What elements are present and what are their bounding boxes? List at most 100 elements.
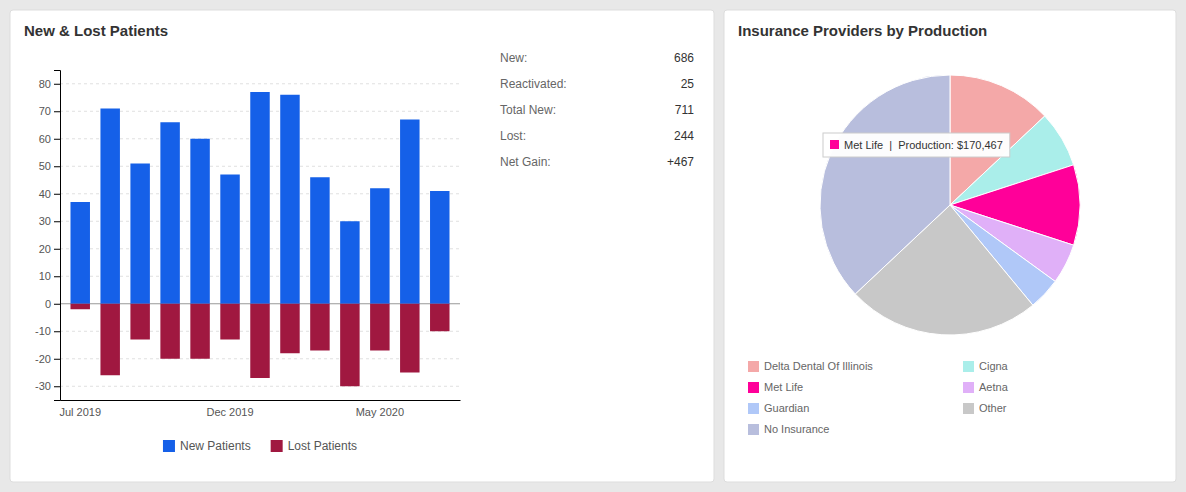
tick: 30: [39, 215, 60, 227]
legend-label: Cigna: [979, 360, 1009, 372]
y-axis: -30 -20 -10 0 10 20 30 40 50 60 70 80: [35, 71, 60, 401]
tick-label: 40: [39, 188, 51, 200]
tick-mark: [54, 166, 60, 167]
legend-swatch: [271, 440, 283, 452]
bar: [340, 304, 359, 387]
legend-swatch: [748, 424, 759, 435]
tick-mark: [54, 386, 60, 387]
tick: 60: [39, 133, 60, 145]
tick: 80: [39, 78, 60, 90]
axis-line: [61, 400, 461, 401]
stat-label: New:: [500, 51, 527, 65]
tick-mark: [54, 249, 60, 250]
tick: 20: [39, 243, 60, 255]
bar: [370, 304, 389, 351]
bar: [370, 188, 389, 304]
bar: [190, 139, 209, 304]
stats: New:686Reactivated:25Total New:711Lost:2…: [500, 51, 694, 169]
panel-background: [10, 10, 714, 482]
stat-value: 711: [675, 103, 694, 117]
tick: 70: [39, 105, 60, 117]
tick: 40: [39, 188, 60, 200]
legend-item: Guardian: [748, 402, 809, 414]
legend-item: Lost Patients: [271, 439, 357, 453]
stat-label: Total New:: [500, 103, 556, 117]
bar: [400, 120, 419, 304]
tick-mark: [54, 194, 60, 195]
tick-label: -30: [35, 380, 51, 392]
stat-value: 244: [674, 129, 694, 143]
tick-label: 50: [39, 160, 51, 172]
legend-swatch: [963, 361, 974, 372]
pie-slice: [820, 75, 950, 294]
tick-mark: [54, 331, 60, 332]
bar: [280, 304, 299, 354]
tick-label: 60: [39, 133, 51, 145]
legend-item: New Patients: [163, 439, 251, 453]
tick-label: May 2020: [356, 406, 404, 418]
plot-area: -30 -20 -10 0 10 20 30 40 50 60 70 80 Jul 2019 Dec 20…: [35, 71, 460, 418]
bar: [250, 92, 269, 304]
tick-label: 0: [45, 298, 51, 310]
bar: [130, 164, 149, 304]
tick: 50: [39, 160, 60, 172]
panel: New & Lost Patients-30-20-10010203040506…: [10, 10, 714, 482]
tick-mark: [54, 359, 60, 360]
stat-label: Lost:: [500, 129, 526, 143]
pie: Met Life | Production: $170,467: [820, 75, 1080, 335]
legend-label: Lost Patients: [288, 439, 357, 453]
bar: [130, 304, 149, 340]
legend-label: No Insurance: [764, 423, 829, 435]
tick-mark: [54, 84, 60, 85]
bar: [70, 202, 89, 304]
tick: Dec 2019: [206, 406, 253, 418]
bar: [430, 191, 449, 304]
grid-line: [60, 386, 460, 387]
bar: [430, 304, 449, 332]
tick-label: 70: [39, 105, 51, 117]
bar-series: [70, 304, 449, 387]
tooltip-box: [823, 133, 1010, 157]
legend-swatch: [748, 403, 759, 414]
bar: [100, 109, 119, 304]
stat-label: Reactivated:: [500, 77, 567, 91]
legend-swatch: [963, 382, 974, 393]
tick-label: -20: [35, 353, 51, 365]
grid-line: [60, 83, 460, 84]
bar: [250, 304, 269, 378]
legend-label: Delta Dental Of Illinois: [764, 360, 873, 372]
tick: Jul 2019: [59, 406, 101, 418]
bar: [220, 175, 239, 304]
legend: Delta Dental Of Illinois Cigna Met Life Aet…: [748, 360, 1009, 435]
tick: 0: [45, 298, 60, 310]
tick-label: 20: [39, 243, 51, 255]
legend-swatch: [963, 403, 974, 414]
legend-item: Met Life: [748, 381, 803, 393]
bar: [190, 304, 209, 359]
tick-label: Dec 2019: [206, 406, 253, 418]
legend-label: Guardian: [764, 402, 809, 414]
tick-label: 10: [39, 270, 51, 282]
legend-label: Other: [979, 402, 1007, 414]
bar-series: [70, 92, 449, 304]
tooltip: Met Life | Production: $170,467: [823, 133, 1010, 157]
legend-item: Aetna: [963, 381, 1009, 393]
legend-swatch: [748, 361, 759, 372]
bar: [280, 95, 299, 304]
tick-mark: [54, 139, 60, 140]
tick-mark: [54, 276, 60, 277]
tick: -20: [35, 353, 60, 365]
grid: [60, 84, 460, 387]
tick-label: 80: [39, 78, 51, 90]
panel-background: [724, 10, 1176, 482]
chart-title: Insurance Providers by Production: [738, 22, 987, 39]
legend-label: New Patients: [180, 439, 251, 453]
tooltip-swatch: [830, 140, 839, 149]
bar: [160, 304, 179, 359]
tick: May 2020: [356, 406, 404, 418]
tooltip-text: Met Life | Production: $170,467: [844, 139, 1003, 151]
bar: [340, 221, 359, 304]
bar: [310, 304, 329, 351]
dashboard: New & Lost Patients-30-20-10010203040506…: [0, 0, 1186, 492]
tick-label: -10: [35, 325, 51, 337]
